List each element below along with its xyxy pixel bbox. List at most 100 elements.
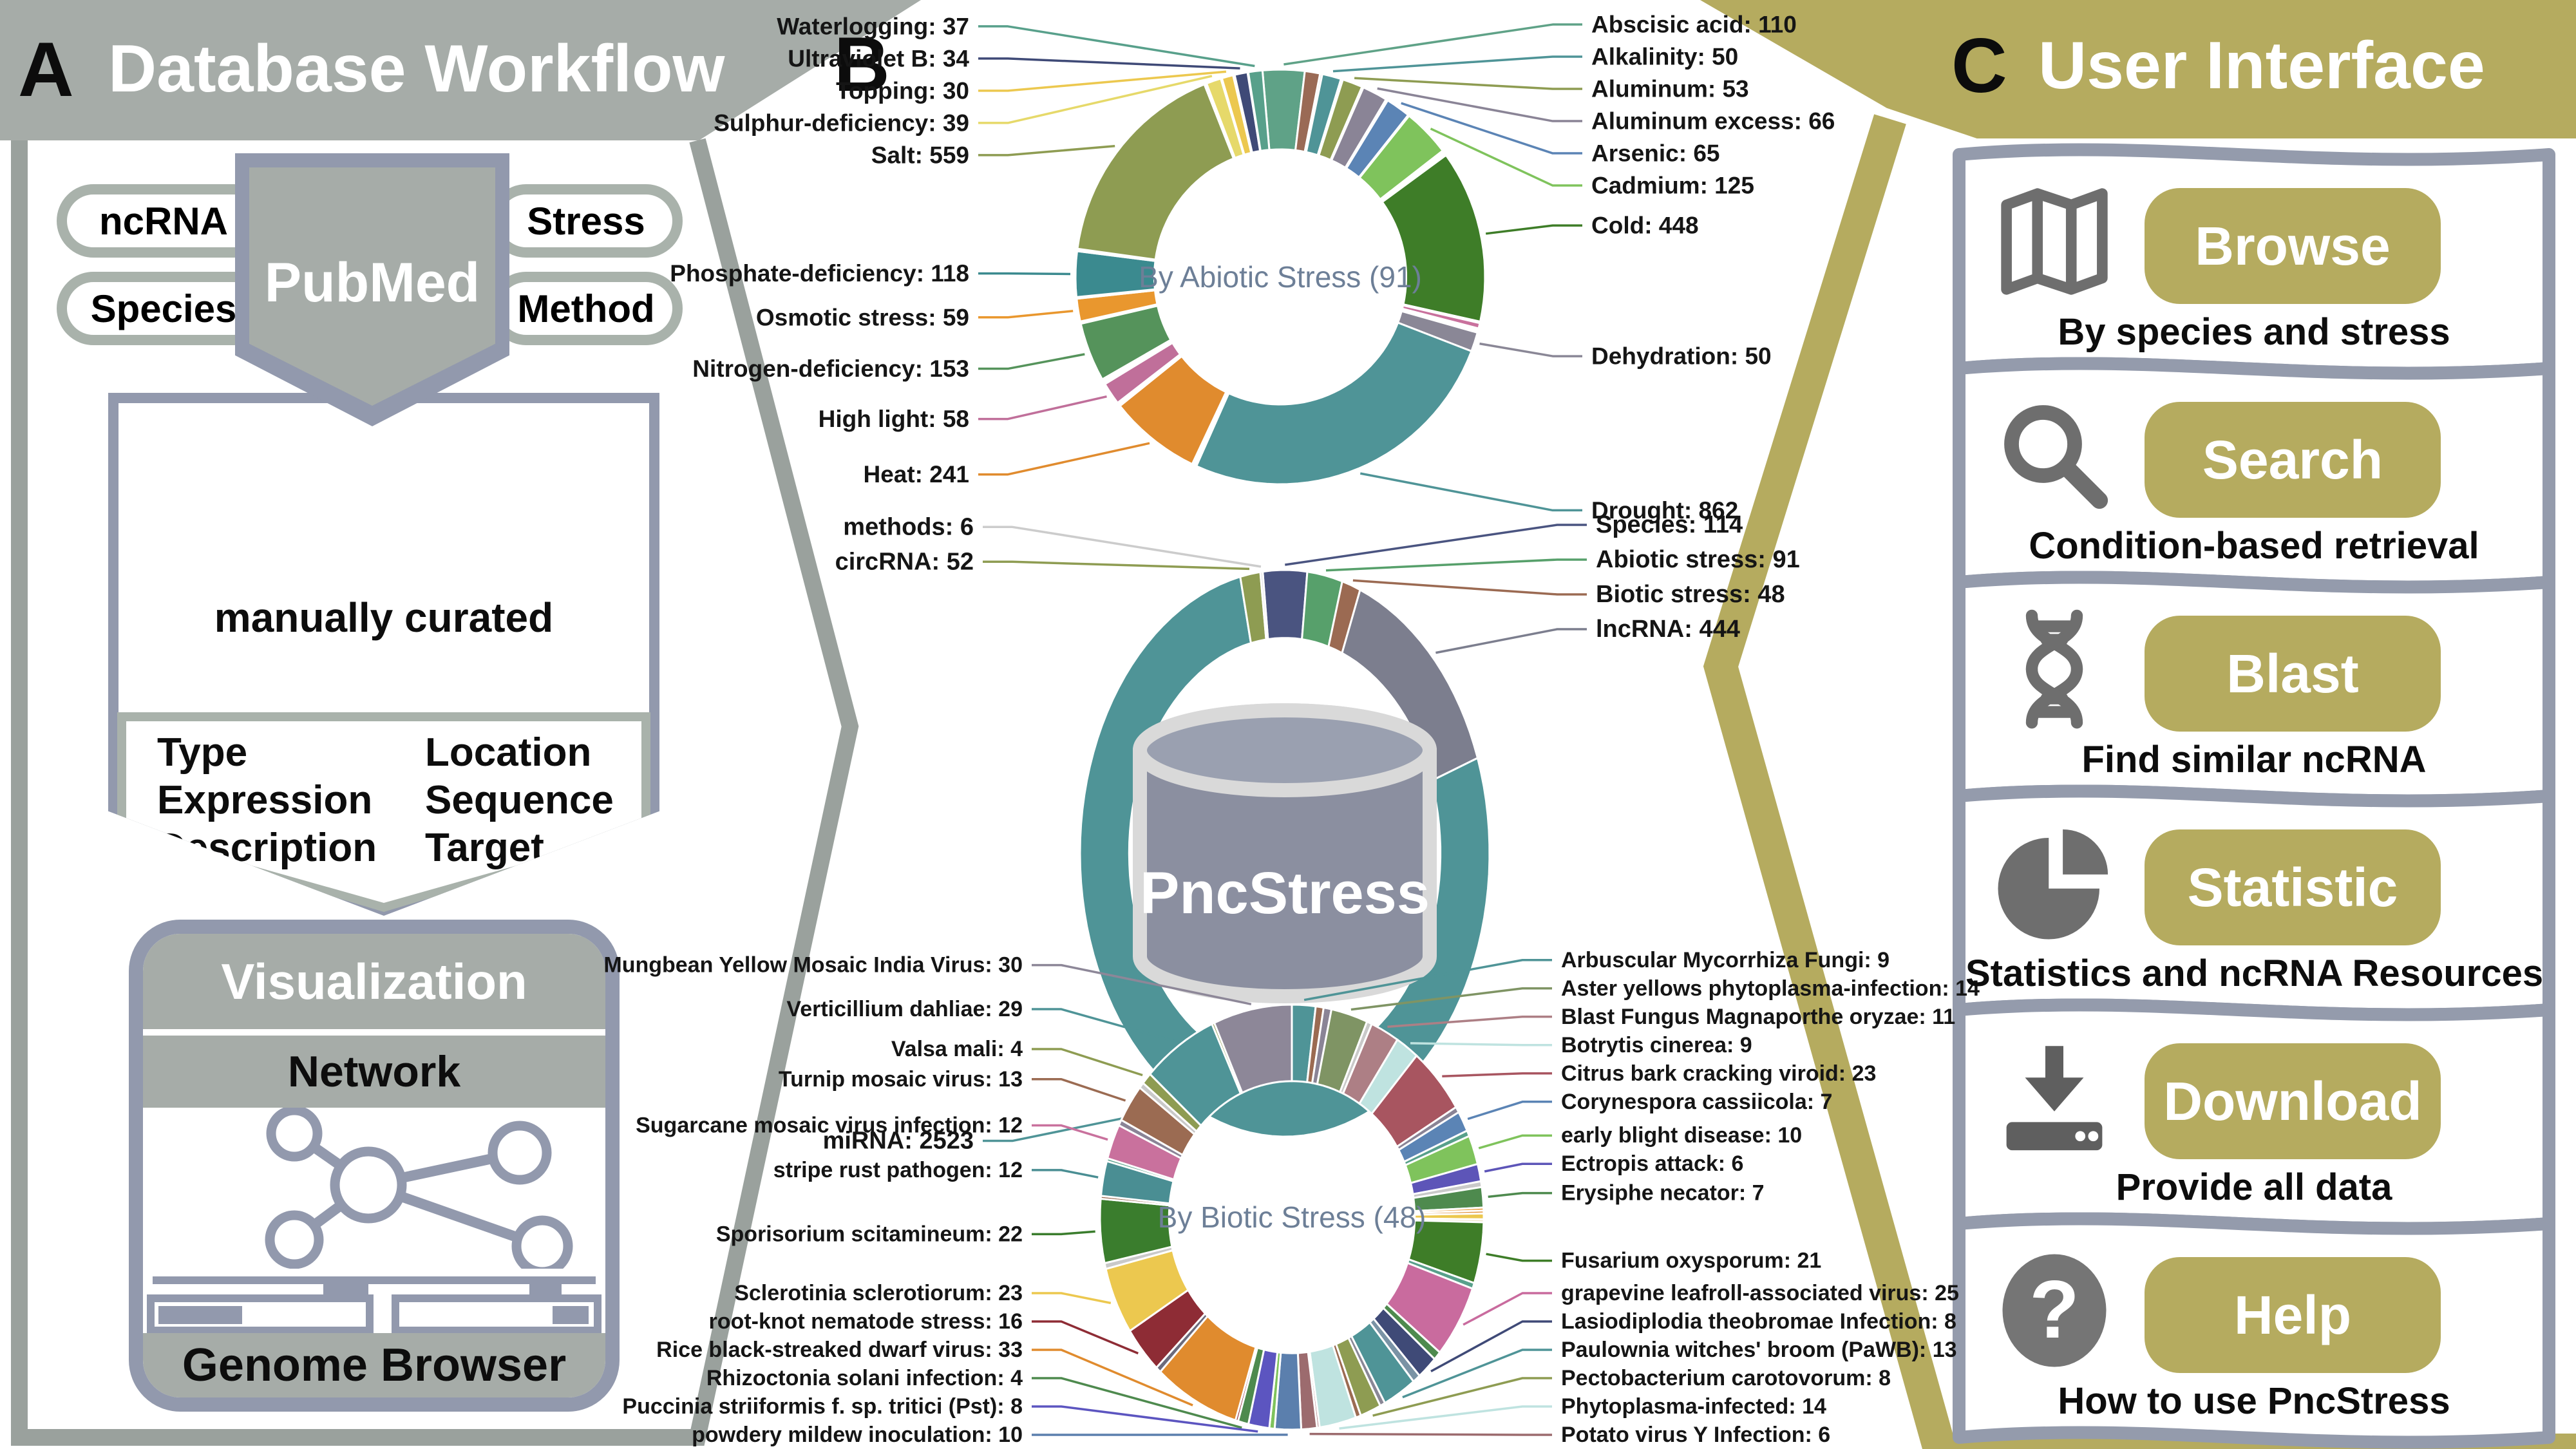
- donut-segment: [1236, 1346, 1265, 1426]
- slice-label: grapevine leafroll-associated virus: 25: [1561, 1281, 1959, 1305]
- slice-leader: [1387, 1016, 1552, 1028]
- donut-segment: [1414, 1212, 1485, 1220]
- donut-segment: [1247, 69, 1271, 153]
- slice-leader: [1032, 1169, 1099, 1179]
- slice-leader: [1430, 1320, 1552, 1372]
- donut-segment: [1233, 71, 1262, 154]
- donut-segment: [1379, 149, 1445, 202]
- donut-segment: [1205, 77, 1245, 160]
- field-expression: Expression: [157, 778, 373, 822]
- donut-segment: [1338, 1020, 1374, 1095]
- donut-segment: [1099, 1159, 1175, 1205]
- slice-leader: [1303, 959, 1552, 1001]
- slice-label: Arbuscular Mycorrhiza Fungi: 9: [1561, 948, 1889, 972]
- slice-leader: [1032, 1292, 1112, 1305]
- donut-segment: [1247, 1348, 1279, 1430]
- donut-segment: [1234, 1345, 1259, 1423]
- slice-label: methods: 6: [843, 513, 974, 540]
- field-sequence: Sequence: [425, 778, 614, 822]
- pill-ncrna-label: ncRNA: [99, 199, 228, 243]
- slice-label: Rice black-streaked dwarf virus: 33: [656, 1338, 1023, 1362]
- donut-segment: [1191, 391, 1229, 467]
- donut-segment: [1400, 308, 1480, 334]
- field-type: Type: [157, 730, 248, 775]
- slice-label: Heat: 241: [863, 461, 969, 488]
- genome-browser-band: Genome Browser: [143, 1333, 605, 1397]
- slice-label: Botrytis cinerea: 9: [1561, 1033, 1752, 1057]
- donut-segment: [1191, 390, 1228, 466]
- slice-label: Potato virus Y Infection: 6: [1561, 1423, 1830, 1447]
- donut-segment: [1316, 1008, 1368, 1094]
- slice-leader: [978, 353, 1085, 370]
- slice-leader: [1032, 1405, 1258, 1433]
- donut-center-label: By Abiotic Stress (91): [1139, 260, 1422, 294]
- donut-segment: [1117, 1118, 1184, 1160]
- slice-leader: [1032, 1230, 1095, 1236]
- donut-segment: [1203, 82, 1236, 160]
- donut-segment: [1345, 99, 1410, 179]
- donut-segment: [1358, 113, 1411, 180]
- slice-leader: [978, 75, 1213, 124]
- slice-label: Phosphate-deficiency: 118: [670, 260, 969, 287]
- panel-c-letter: C: [1951, 23, 2007, 109]
- donut-segment: [1350, 1321, 1415, 1405]
- download-button[interactable]: Download: [2145, 1043, 2441, 1159]
- donut-segment: [1316, 77, 1345, 157]
- genome-browser-tracks: [147, 1276, 601, 1333]
- slice-label: Arsenic: 65: [1591, 140, 1720, 167]
- donut-center-label: By Biotic Stress (48): [1158, 1200, 1426, 1234]
- donut-segment: [1341, 1022, 1399, 1105]
- visualization-title-band: Visualization: [143, 934, 605, 1029]
- donut-segment: [1268, 1350, 1282, 1430]
- panel-a-header: A Database Workflow: [0, 0, 921, 140]
- pill-stress-label: Stress: [527, 199, 645, 243]
- slice-leader: [1032, 1320, 1139, 1355]
- donut-segment: [1414, 1217, 1485, 1224]
- slice-label: Sugarcane mosaic virus infection: 12: [636, 1113, 1023, 1138]
- donut-segment: [1079, 304, 1172, 381]
- donut-segment: [1117, 354, 1184, 408]
- donut-segment: [1400, 309, 1479, 334]
- slice-leader: [1032, 1008, 1176, 1043]
- donut-segment: [1261, 68, 1306, 152]
- donut-segment: [1309, 1344, 1358, 1429]
- donut-segment: [1246, 71, 1262, 152]
- donut-segment: [1401, 303, 1482, 325]
- pill-stress: Stress: [489, 184, 683, 258]
- donut-segment: [1401, 307, 1480, 332]
- slice-leader: [1032, 1048, 1143, 1077]
- fields-left-column: Type Expression Description: [157, 729, 377, 872]
- pubmed-shield: PubMed: [235, 153, 509, 426]
- panel-c-box-browse: [1953, 143, 2555, 380]
- dna-icon: [1987, 601, 2122, 737]
- slice-leader: [1309, 1432, 1552, 1436]
- slice-label: early blight disease: 10: [1561, 1123, 1802, 1148]
- panel-a-title: Database Workflow: [108, 32, 725, 106]
- slice-leader: [983, 560, 1250, 571]
- search-button[interactable]: Search: [2145, 402, 2441, 518]
- slice-label: Blast Fungus Magnaporthe oryzae: 11: [1561, 1005, 1955, 1029]
- donut-segment: [1193, 391, 1230, 468]
- browse-button[interactable]: Browse: [2145, 188, 2441, 304]
- blast-button[interactable]: Blast: [2145, 616, 2441, 732]
- panel-a-letter: A: [18, 26, 74, 113]
- slice-leader: [1032, 1349, 1193, 1406]
- donut-segment: [1213, 1003, 1293, 1094]
- statistic-caption: Statistics and ncRNA Resources: [1965, 952, 2544, 994]
- slice-leader: [1463, 1292, 1552, 1326]
- donut-segment: [1370, 1054, 1457, 1148]
- slice-label: miRNA: 2523: [823, 1128, 974, 1155]
- slice-label: Puccinia striiformis f. sp. tritici (Pst…: [622, 1394, 1023, 1419]
- donut-segment: [1379, 151, 1446, 203]
- donut-segment: [1379, 150, 1446, 202]
- donut-segment: [1103, 340, 1174, 386]
- slice-label: Lasiodiplodia theobromae Infection: 8: [1561, 1309, 1956, 1334]
- search-caption: Condition-based retrieval: [2029, 525, 2479, 567]
- genome-browser-label: Genome Browser: [182, 1340, 567, 1391]
- donut-segment: [1075, 288, 1157, 300]
- help-button[interactable]: Help: [2145, 1257, 2441, 1373]
- slice-label: Verticillium dahliae: 29: [786, 997, 1023, 1021]
- pie-icon: [1987, 815, 2122, 951]
- statistic-button[interactable]: Statistic: [2145, 829, 2441, 945]
